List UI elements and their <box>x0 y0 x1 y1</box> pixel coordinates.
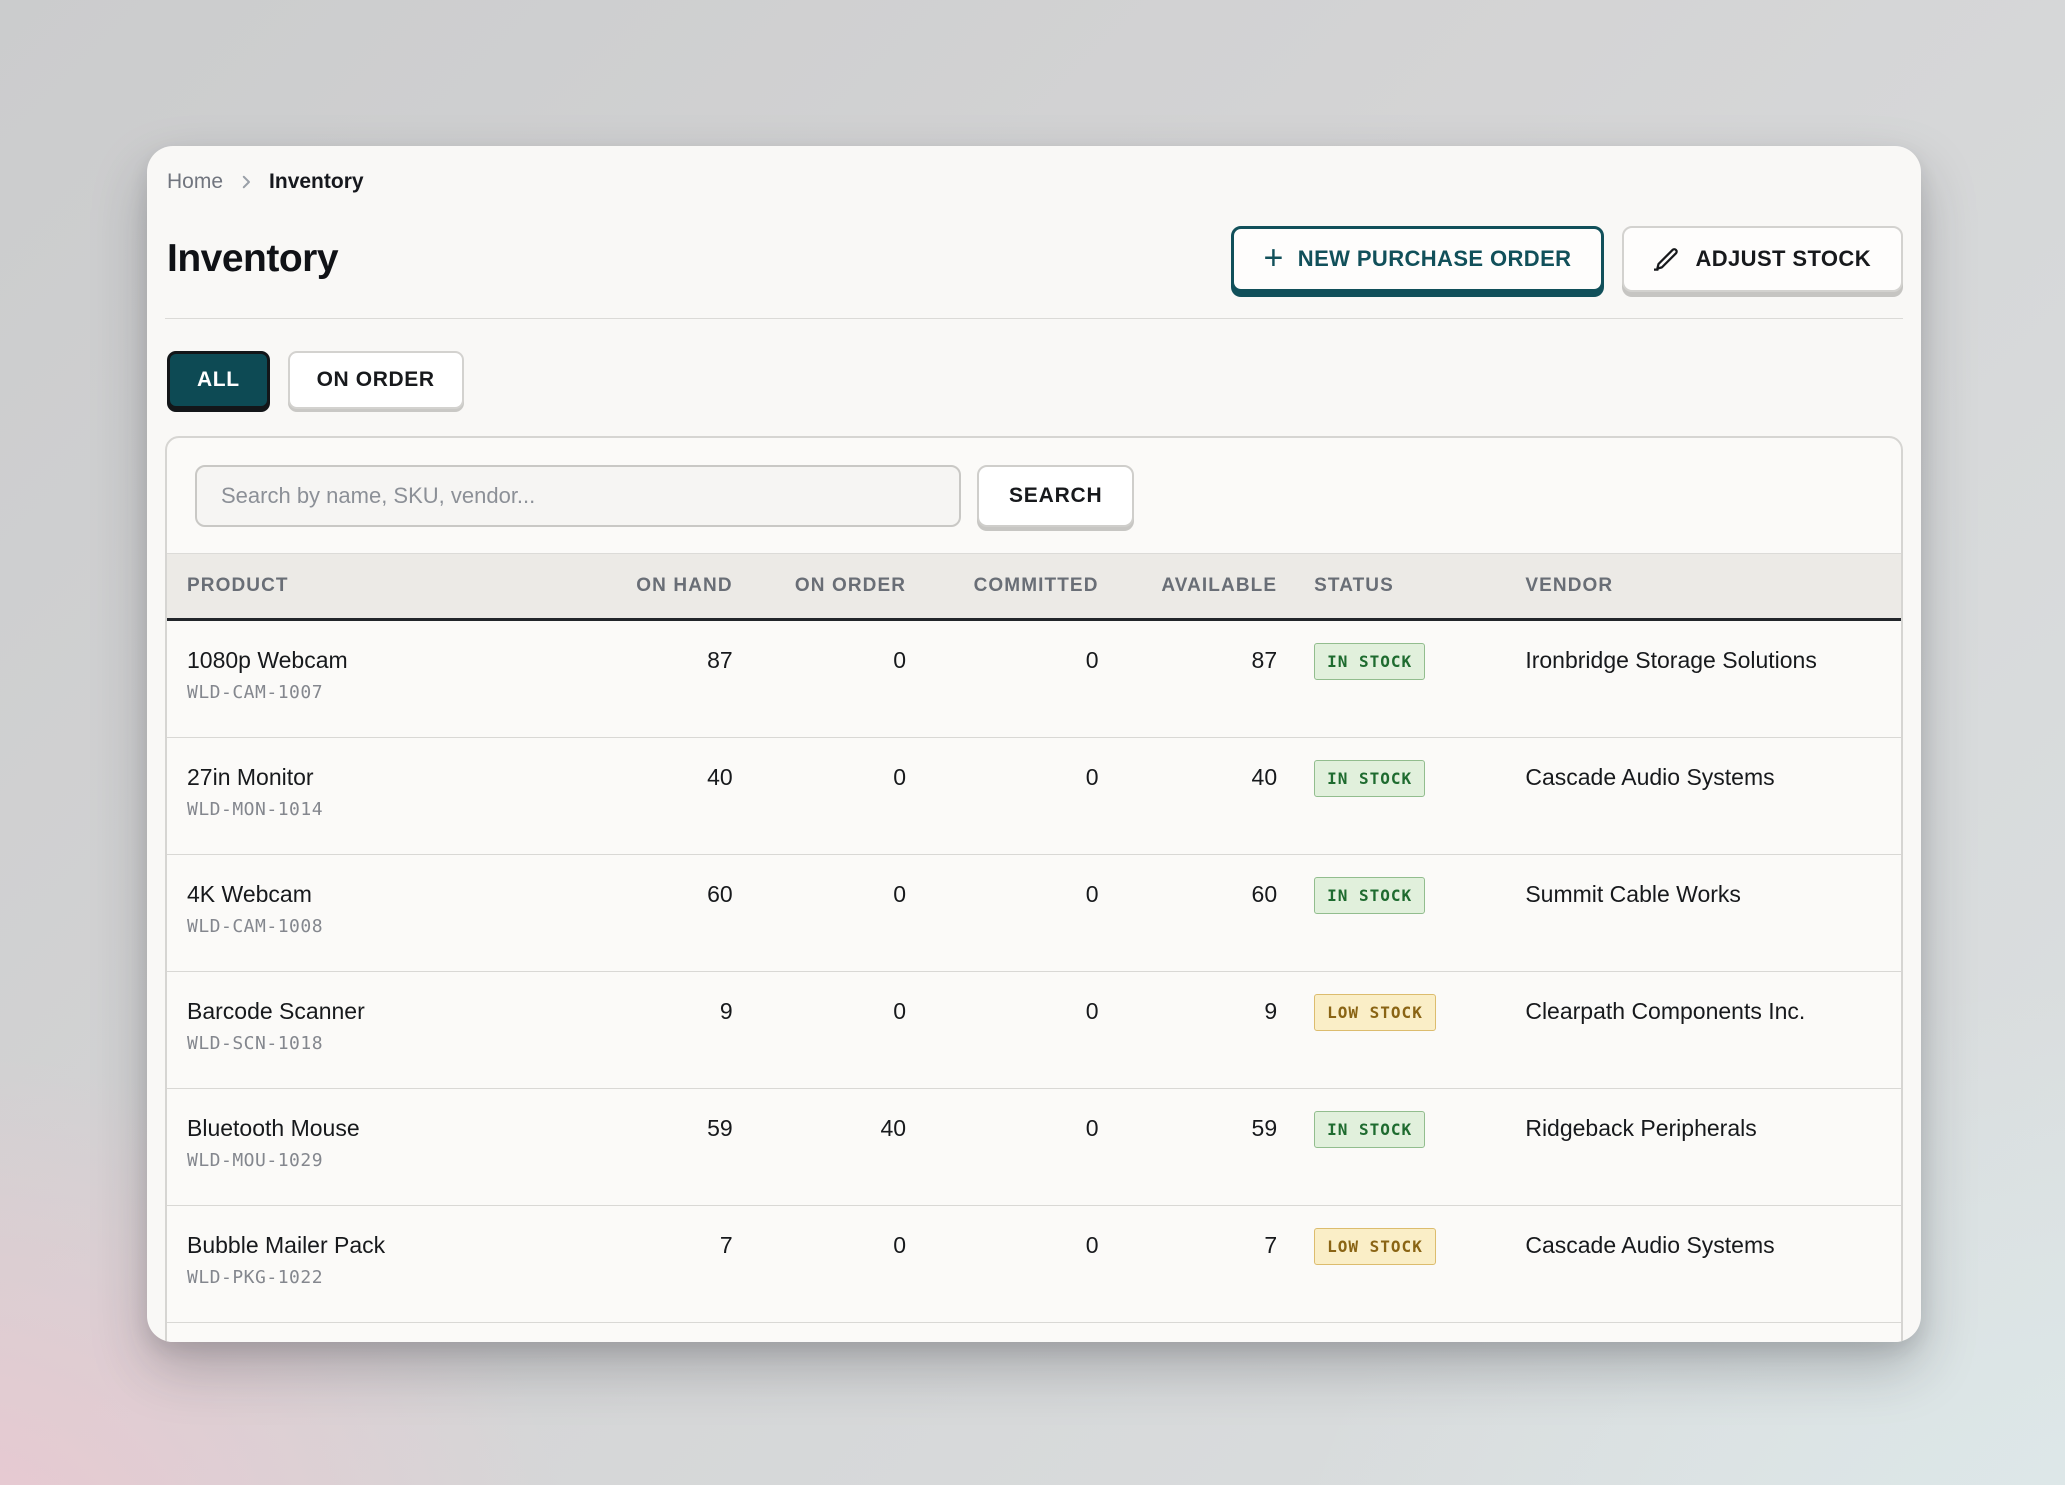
available-value: 70 <box>1108 1322 1288 1342</box>
product-sku: WLD-PKG-1022 <box>187 1267 324 1288</box>
adjust-stock-button[interactable]: ADJUST STOCK <box>1622 226 1903 292</box>
available-value: 59 <box>1108 1088 1288 1206</box>
committed-value: 0 <box>916 971 1109 1089</box>
vendor-name: Cascade Audio Systems <box>1507 1205 1901 1323</box>
column-header-on-order: ON ORDER <box>742 553 917 621</box>
status-badge: IN STOCK <box>1314 760 1426 797</box>
table-header-row: PRODUCT ON HAND ON ORDER COMMITTED AVAIL… <box>167 553 1901 621</box>
product-sku: WLD-MON-1014 <box>187 799 324 820</box>
inventory-table-body: 1080p Webcam WLD-CAM-1007 87 0 0 87 IN S… <box>167 619 1901 1342</box>
table-row: Cable Management Kit WLD-ACC-1032 70 20 … <box>167 1322 1901 1342</box>
vendor-name: Ridgeback Peripherals <box>1507 1088 1901 1206</box>
on-order-value: 0 <box>742 854 917 972</box>
available-value: 87 <box>1108 619 1288 738</box>
on-hand-value: 7 <box>562 1205 743 1323</box>
product-name: Bubble Mailer Pack <box>187 1232 386 1258</box>
page-header: Inventory + NEW PURCHASE ORDER ADJUST ST… <box>165 226 1903 292</box>
on-order-value: 40 <box>742 1088 917 1206</box>
vendor-name: Ironbridge Storage Solutions <box>1507 619 1901 738</box>
on-order-value: 0 <box>742 619 917 738</box>
new-purchase-order-label: NEW PURCHASE ORDER <box>1297 246 1572 271</box>
plus-icon: + <box>1263 238 1284 277</box>
table-row: Bluetooth Mouse WLD-MOU-1029 59 40 0 59 … <box>167 1088 1901 1206</box>
product-sku: WLD-SCN-1018 <box>187 1033 324 1054</box>
tab-all[interactable]: ALL <box>167 351 270 409</box>
product-sku: WLD-MOU-1029 <box>187 1150 324 1171</box>
search-button[interactable]: SEARCH <box>977 465 1135 527</box>
committed-value: 0 <box>916 1205 1109 1323</box>
status-badge: IN STOCK <box>1314 1111 1426 1148</box>
on-order-value: 0 <box>742 737 917 855</box>
page-title: Inventory <box>167 237 339 280</box>
table-row: 27in Monitor WLD-MON-1014 40 0 0 40 IN S… <box>167 737 1901 855</box>
inventory-table: PRODUCT ON HAND ON ORDER COMMITTED AVAIL… <box>167 553 1901 1342</box>
on-hand-value: 70 <box>562 1322 743 1342</box>
product-name: Bluetooth Mouse <box>187 1115 360 1141</box>
available-value: 60 <box>1108 854 1288 972</box>
on-hand-value: 40 <box>562 737 743 855</box>
status-badge: IN STOCK <box>1314 877 1426 914</box>
committed-value: 0 <box>916 1088 1109 1206</box>
on-hand-value: 59 <box>562 1088 743 1206</box>
header-divider <box>165 318 1903 319</box>
search-bar: SEARCH <box>167 438 1901 553</box>
vendor-name: Summit Cable Works <box>1507 1322 1901 1342</box>
filter-tabs: ALL ON ORDER <box>165 351 1903 409</box>
product-sku: WLD-CAM-1008 <box>187 916 324 937</box>
product-name: 1080p Webcam <box>187 647 348 673</box>
inventory-panel: SEARCH PRODUCT ON HAND ON ORDER COMMITTE… <box>165 436 1903 1342</box>
on-hand-value: 60 <box>562 854 743 972</box>
column-header-status: STATUS <box>1287 553 1508 621</box>
committed-value: 0 <box>916 1322 1109 1342</box>
product-sku: WLD-CAM-1007 <box>187 682 324 703</box>
product-name: 4K Webcam <box>187 881 312 907</box>
column-header-committed: COMMITTED <box>916 553 1109 621</box>
on-order-value: 20 <box>742 1322 917 1342</box>
adjust-stock-label: ADJUST STOCK <box>1695 246 1871 271</box>
table-row: Barcode Scanner WLD-SCN-1018 9 0 0 9 LOW… <box>167 971 1901 1089</box>
committed-value: 0 <box>916 854 1109 972</box>
available-value: 40 <box>1108 737 1288 855</box>
available-value: 9 <box>1108 971 1288 1089</box>
product-name: Barcode Scanner <box>187 998 365 1024</box>
available-value: 7 <box>1108 1205 1288 1323</box>
pencil-icon <box>1654 246 1681 273</box>
product-name: 27in Monitor <box>187 764 314 790</box>
column-header-on-hand: ON HAND <box>562 553 743 621</box>
column-header-available: AVAILABLE <box>1108 553 1288 621</box>
column-header-vendor: VENDOR <box>1507 553 1901 621</box>
status-badge: LOW STOCK <box>1314 1228 1436 1265</box>
chevron-right-icon <box>237 173 255 191</box>
on-order-value: 0 <box>742 1205 917 1323</box>
table-row: Bubble Mailer Pack WLD-PKG-1022 7 0 0 7 … <box>167 1205 1901 1323</box>
committed-value: 0 <box>916 737 1109 855</box>
breadcrumb-home-link[interactable]: Home <box>167 170 224 193</box>
on-hand-value: 9 <box>562 971 743 1089</box>
column-header-product: PRODUCT <box>167 553 563 621</box>
tab-on-order[interactable]: ON ORDER <box>287 351 464 409</box>
vendor-name: Summit Cable Works <box>1507 854 1901 972</box>
vendor-name: Clearpath Components Inc. <box>1507 971 1901 1089</box>
status-badge: LOW STOCK <box>1314 994 1436 1031</box>
table-row: 4K Webcam WLD-CAM-1008 60 0 0 60 IN STOC… <box>167 854 1901 972</box>
breadcrumb-current: Inventory <box>269 170 364 193</box>
new-purchase-order-button[interactable]: + NEW PURCHASE ORDER <box>1230 226 1605 292</box>
header-actions: + NEW PURCHASE ORDER ADJUST STOCK <box>1230 226 1903 292</box>
vendor-name: Cascade Audio Systems <box>1507 737 1901 855</box>
on-hand-value: 87 <box>562 619 743 738</box>
committed-value: 0 <box>916 619 1109 738</box>
on-order-value: 0 <box>742 971 917 1089</box>
status-badge: IN STOCK <box>1314 643 1426 680</box>
table-row: 1080p Webcam WLD-CAM-1007 87 0 0 87 IN S… <box>167 619 1901 738</box>
search-input[interactable] <box>195 465 961 527</box>
inventory-card: Home Inventory Inventory + NEW PURCHASE … <box>147 146 1921 1342</box>
breadcrumb: Home Inventory <box>165 168 1903 196</box>
